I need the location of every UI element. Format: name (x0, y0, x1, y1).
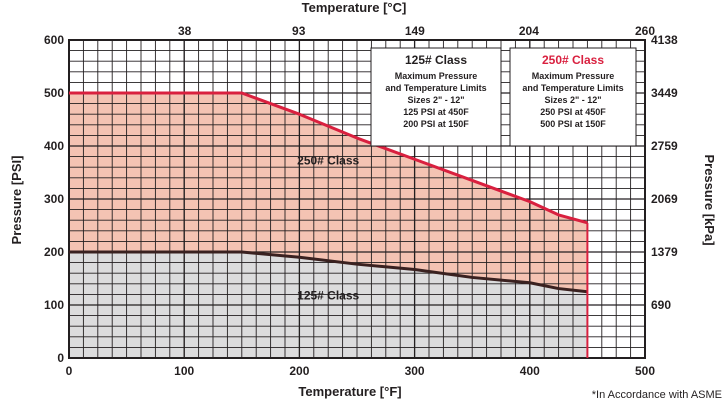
info-box-line: 500 PSI at 150F (540, 119, 606, 129)
plot-frame (68, 39, 646, 359)
info-box-line: and Temperature Limits (522, 83, 623, 93)
info-box-line: 200 PSI at 150F (403, 119, 469, 129)
y2-tick-label: 2759 (651, 139, 678, 153)
info-box-line: and Temperature Limits (385, 83, 486, 93)
series-line-class-250 (69, 91, 588, 225)
x-tick-label: 400 (520, 364, 540, 378)
y2-tick-label: 690 (651, 298, 671, 312)
info-box-line: 250 PSI at 450F (540, 107, 606, 117)
y2-tick-label: 2069 (651, 192, 678, 206)
x2-axis-title: Temperature [°C] (302, 0, 407, 15)
info-box-line: Maximum Pressure (532, 71, 615, 81)
y2-tick-label: 1379 (651, 245, 678, 259)
info-box-line: Sizes 2" - 12" (544, 95, 601, 105)
x-tick-label: 100 (174, 364, 194, 378)
region-label-class-125: 125# Class (297, 289, 359, 303)
x2-tick-label: 260 (635, 24, 655, 38)
x2-tick-label: 93 (292, 24, 306, 38)
y-tick-label: 500 (44, 86, 64, 100)
x2-tick-label: 38 (178, 24, 192, 38)
y2-tick-label: 3449 (651, 86, 678, 100)
x-tick-label: 200 (289, 364, 309, 378)
x-axis-title: Temperature [°F] (298, 384, 401, 399)
y-tick-label: 200 (44, 245, 64, 259)
y2-axis-title: Pressure [kPa] (702, 154, 717, 245)
x-tick-label: 300 (405, 364, 425, 378)
info-box-title: 250# Class (542, 53, 604, 67)
x-tick-label: 500 (635, 364, 655, 378)
y-tick-label: 100 (44, 298, 64, 312)
info-box-title: 125# Class (405, 53, 467, 67)
info-box-line: 125 PSI at 450F (403, 107, 469, 117)
series-line-class-125 (69, 250, 588, 294)
info-box-line: Maximum Pressure (395, 71, 478, 81)
region-label-class-250: 250# Class (297, 154, 359, 168)
info-box-frame (370, 47, 502, 147)
x2-tick-label: 204 (519, 24, 539, 38)
y-tick-label: 600 (44, 33, 64, 47)
y-tick-label: 300 (44, 192, 64, 206)
info-box-class-125: 125# Class Maximum Pressure and Temperatur… (370, 47, 502, 147)
x2-tick-label: 149 (405, 24, 425, 38)
x-tick-label: 0 (66, 364, 73, 378)
info-box-frame (509, 47, 637, 147)
y-tick-label: 0 (57, 351, 64, 365)
y2-tick-label: 4138 (651, 33, 678, 47)
y-axis-title: Pressure [PSI] (9, 156, 24, 245)
y-tick-label: 400 (44, 139, 64, 153)
footnote: *In Accordance with ASME (592, 389, 722, 400)
info-box-class-250: 250# Class Maximum Pressure and Temperatur… (509, 47, 637, 147)
info-box-line: Sizes 2" - 12" (407, 95, 464, 105)
